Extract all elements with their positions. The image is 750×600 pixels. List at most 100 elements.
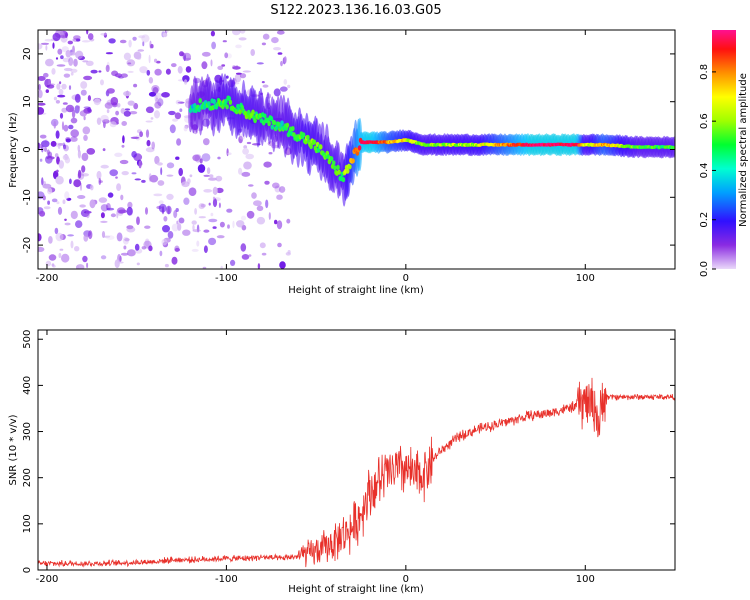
y-tick-label: -10 [22, 189, 33, 205]
noise-blob [48, 254, 57, 261]
noise-blob [118, 76, 124, 79]
noise-blob [77, 195, 86, 199]
snr-marks [38, 377, 675, 568]
noise-blob [166, 162, 175, 169]
noise-blob [158, 200, 164, 205]
noise-blob [165, 68, 171, 75]
noise-blob [65, 50, 72, 58]
y-tick-label: 500 [22, 330, 33, 349]
noise-blob [172, 118, 178, 122]
noise-blob [122, 236, 129, 245]
noise-blob [64, 191, 70, 200]
noise-blob [58, 253, 62, 258]
noise-blob [51, 263, 55, 267]
noise-blob [148, 245, 153, 252]
ridge-core [212, 98, 216, 105]
noise-blob [57, 94, 66, 98]
noise-blob [130, 136, 140, 139]
noise-blob [238, 37, 247, 41]
noise-blob [280, 60, 283, 67]
noise-blob [183, 79, 188, 85]
snr-y-axis-label: SNR (10 * v/v) [8, 414, 19, 485]
noise-blob [127, 62, 132, 65]
noise-blob [43, 206, 51, 210]
noise-blob [87, 95, 91, 102]
noise-blob [63, 124, 69, 132]
noise-blob [72, 45, 75, 54]
noise-blob [124, 238, 130, 242]
noise-blob [183, 126, 188, 132]
noise-blob [55, 232, 64, 242]
noise-blob [38, 84, 41, 91]
noise-blob [161, 238, 168, 246]
noise-blob [77, 105, 80, 110]
snr-x-axis-label: Height of straight line (km) [288, 584, 424, 595]
noise-blob [81, 165, 86, 173]
noise-blob [43, 72, 49, 78]
noise-blob [64, 222, 71, 226]
noise-blob [259, 242, 266, 249]
noise-blob [62, 57, 71, 63]
noise-blob [55, 100, 61, 104]
noise-blob [217, 65, 224, 70]
noise-blob [100, 212, 105, 219]
noise-blob [81, 152, 89, 162]
noise-blob [240, 243, 247, 252]
ridge-core [228, 99, 233, 105]
noise-blob [126, 206, 133, 216]
noise-blob [238, 135, 243, 144]
noise-blob [210, 59, 213, 67]
noise-blob [126, 225, 134, 230]
noise-blob [246, 210, 255, 219]
noise-blob [208, 177, 217, 181]
x-tick-label: -100 [215, 574, 238, 585]
noise-blob [182, 229, 191, 236]
noise-blob [123, 52, 131, 61]
x-tick-label: -200 [36, 574, 59, 585]
noise-blob [42, 183, 52, 189]
noise-blob [93, 98, 101, 106]
noise-blob [239, 73, 247, 79]
noise-blob [241, 254, 250, 260]
noise-blob [225, 75, 229, 79]
noise-blob [70, 117, 78, 124]
noise-blob [232, 220, 235, 229]
noise-blob [199, 158, 203, 164]
noise-blob [154, 68, 162, 76]
noise-blob [45, 89, 49, 93]
noise-blob [77, 169, 82, 179]
noise-blob [54, 227, 59, 235]
noise-blob [38, 233, 42, 242]
noise-blob [136, 262, 140, 266]
noise-blob [155, 97, 159, 104]
noise-blob [41, 140, 50, 148]
noise-blob [51, 198, 58, 203]
noise-blob [145, 106, 154, 114]
ridge-core [341, 177, 346, 183]
noise-blob [86, 148, 96, 155]
noise-blob [138, 160, 142, 169]
noise-blob [87, 33, 94, 40]
noise-blob [38, 102, 46, 106]
noise-blob [90, 69, 98, 74]
noise-blob [192, 154, 201, 162]
y-tick-label: 400 [22, 376, 33, 395]
noise-blob [166, 193, 174, 200]
noise-blob [198, 203, 205, 210]
noise-blob [160, 167, 163, 176]
noise-blob [200, 203, 206, 208]
x-tick-label: -200 [36, 273, 59, 284]
noise-blob [208, 174, 214, 178]
noise-blob [134, 243, 140, 251]
noise-blob [77, 149, 81, 159]
noise-blob [114, 259, 120, 269]
noise-blob [76, 38, 81, 42]
noise-blob [69, 51, 77, 56]
noise-blob [116, 183, 122, 192]
noise-blob [235, 72, 242, 75]
noise-blob [239, 30, 246, 34]
noise-blob [103, 235, 111, 238]
noise-blob [55, 175, 64, 185]
noise-blob [201, 153, 211, 162]
